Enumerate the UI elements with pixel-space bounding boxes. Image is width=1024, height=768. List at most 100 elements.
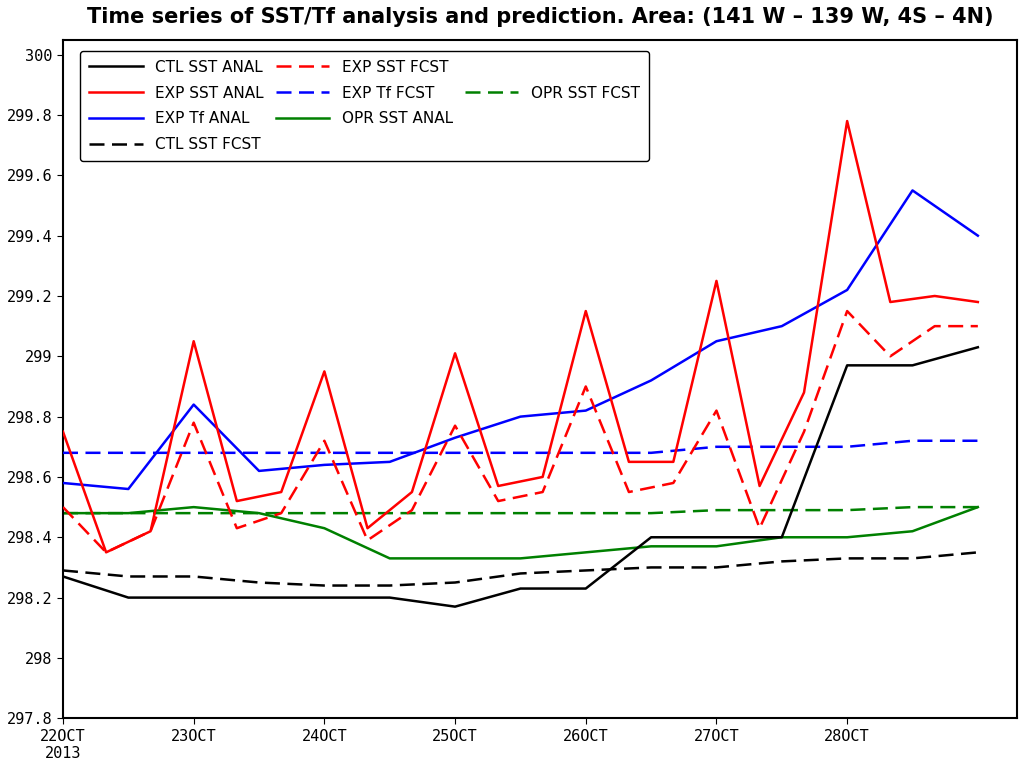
EXP SST ANAL: [406, 488, 418, 497]
EXP SST ANAL: [537, 472, 549, 482]
CTL SST FCST: [449, 578, 461, 587]
OPR SST FCST: [711, 505, 723, 515]
EXP SST FCST: [100, 548, 113, 557]
Line: OPR SST FCST: OPR SST FCST: [63, 507, 978, 513]
OPR SST FCST: [775, 505, 787, 515]
EXP SST ANAL: [100, 548, 113, 557]
EXP Tf ANAL: [253, 466, 265, 475]
EXP Tf FCST: [384, 449, 396, 458]
CTL SST ANAL: [775, 533, 787, 542]
Line: EXP SST ANAL: EXP SST ANAL: [63, 121, 978, 552]
EXP SST FCST: [972, 322, 984, 331]
EXP Tf FCST: [972, 436, 984, 445]
OPR SST ANAL: [318, 524, 331, 533]
EXP SST ANAL: [230, 496, 243, 505]
OPR SST FCST: [972, 502, 984, 511]
EXP Tf ANAL: [514, 412, 526, 421]
EXP SST ANAL: [754, 482, 766, 491]
EXP Tf FCST: [187, 449, 200, 458]
OPR SST FCST: [449, 508, 461, 518]
EXP SST FCST: [884, 352, 896, 361]
OPR SST ANAL: [122, 508, 134, 518]
EXP SST ANAL: [668, 457, 680, 466]
CTL SST FCST: [711, 563, 723, 572]
EXP Tf ANAL: [122, 485, 134, 494]
CTL SST ANAL: [122, 593, 134, 602]
OPR SST ANAL: [187, 502, 200, 511]
EXP Tf ANAL: [841, 286, 853, 295]
EXP SST FCST: [623, 488, 635, 497]
EXP SST FCST: [187, 418, 200, 427]
OPR SST ANAL: [384, 554, 396, 563]
EXP SST FCST: [798, 427, 810, 436]
CTL SST FCST: [253, 578, 265, 587]
CTL SST ANAL: [318, 593, 331, 602]
EXP SST ANAL: [580, 306, 592, 316]
EXP Tf FCST: [57, 449, 70, 458]
EXP SST ANAL: [841, 117, 853, 126]
EXP SST FCST: [580, 382, 592, 391]
EXP Tf ANAL: [318, 460, 331, 469]
OPR SST FCST: [841, 505, 853, 515]
CTL SST ANAL: [187, 593, 200, 602]
EXP SST ANAL: [57, 427, 70, 436]
Line: EXP SST FCST: EXP SST FCST: [63, 311, 978, 552]
OPR SST ANAL: [514, 554, 526, 563]
EXP SST ANAL: [884, 297, 896, 306]
EXP SST FCST: [754, 524, 766, 533]
EXP Tf ANAL: [187, 400, 200, 409]
CTL SST ANAL: [384, 593, 396, 602]
Line: OPR SST ANAL: OPR SST ANAL: [63, 507, 978, 558]
OPR SST ANAL: [841, 533, 853, 542]
EXP SST ANAL: [798, 388, 810, 397]
OPR SST ANAL: [711, 541, 723, 551]
EXP Tf FCST: [906, 436, 919, 445]
EXP SST FCST: [318, 436, 331, 445]
EXP SST ANAL: [318, 367, 331, 376]
EXP SST ANAL: [144, 527, 157, 536]
OPR SST FCST: [57, 508, 70, 518]
Line: EXP Tf FCST: EXP Tf FCST: [63, 441, 978, 453]
CTL SST FCST: [841, 554, 853, 563]
EXP SST FCST: [449, 421, 461, 430]
CTL SST FCST: [318, 581, 331, 590]
OPR SST FCST: [645, 508, 657, 518]
EXP Tf ANAL: [57, 478, 70, 488]
EXP SST FCST: [537, 488, 549, 497]
CTL SST FCST: [57, 566, 70, 575]
CTL SST ANAL: [253, 593, 265, 602]
OPR SST ANAL: [906, 527, 919, 536]
EXP SST ANAL: [972, 297, 984, 306]
OPR SST ANAL: [253, 508, 265, 518]
Title: Time series of SST/Tf analysis and prediction. Area: (141 W – 139 W, 4S – 4N): Time series of SST/Tf analysis and predi…: [87, 7, 993, 27]
EXP Tf ANAL: [906, 186, 919, 195]
EXP Tf FCST: [645, 449, 657, 458]
EXP SST ANAL: [711, 276, 723, 286]
EXP SST ANAL: [623, 457, 635, 466]
OPR SST FCST: [514, 508, 526, 518]
EXP Tf FCST: [841, 442, 853, 452]
EXP Tf ANAL: [972, 231, 984, 240]
EXP Tf FCST: [318, 449, 331, 458]
EXP SST FCST: [493, 496, 505, 505]
EXP Tf ANAL: [711, 336, 723, 346]
EXP SST FCST: [841, 306, 853, 316]
Line: EXP Tf ANAL: EXP Tf ANAL: [63, 190, 978, 489]
Legend: CTL SST ANAL, EXP SST ANAL, EXP Tf ANAL, CTL SST FCST, EXP SST FCST, EXP Tf FCST: CTL SST ANAL, EXP SST ANAL, EXP Tf ANAL,…: [80, 51, 649, 161]
EXP Tf FCST: [514, 449, 526, 458]
OPR SST ANAL: [449, 554, 461, 563]
EXP Tf FCST: [711, 442, 723, 452]
EXP SST ANAL: [275, 488, 288, 497]
EXP SST ANAL: [187, 336, 200, 346]
CTL SST FCST: [775, 557, 787, 566]
EXP Tf FCST: [775, 442, 787, 452]
EXP SST ANAL: [929, 291, 941, 300]
CTL SST FCST: [187, 572, 200, 581]
CTL SST FCST: [122, 572, 134, 581]
CTL SST FCST: [972, 548, 984, 557]
EXP Tf ANAL: [384, 457, 396, 466]
EXP SST ANAL: [361, 524, 374, 533]
OPR SST FCST: [122, 508, 134, 518]
EXP SST FCST: [406, 505, 418, 515]
EXP SST ANAL: [449, 349, 461, 358]
